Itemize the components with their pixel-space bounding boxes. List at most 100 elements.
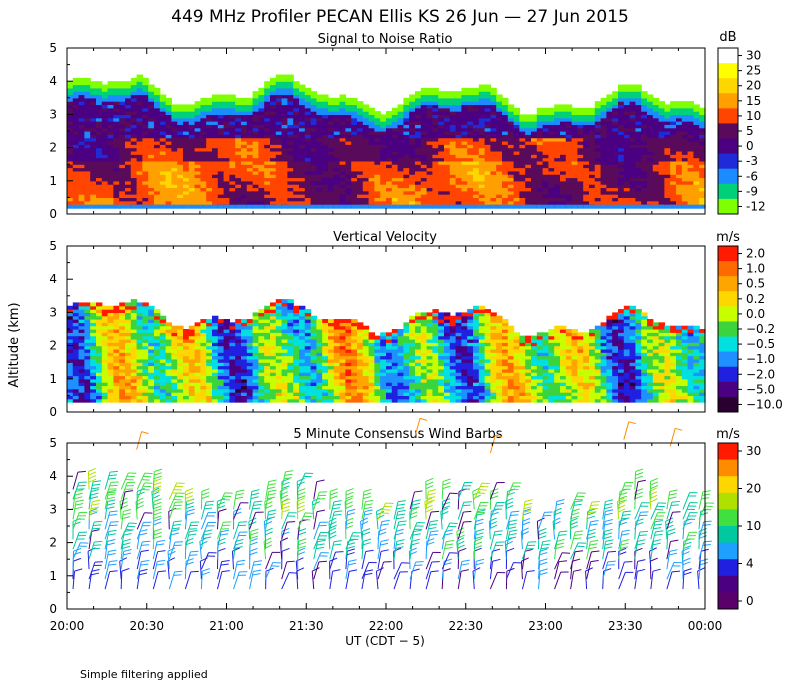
vv-cell: [217, 378, 225, 383]
snr-cell: [264, 197, 271, 202]
vv-cell: [154, 335, 161, 340]
snr-cell: [600, 180, 607, 185]
snr-cell: [420, 121, 428, 125]
snr-cell: [200, 140, 207, 145]
vv-cell: [264, 365, 271, 370]
snr-cell: [635, 107, 642, 112]
vv-cell: [154, 368, 161, 373]
snr-cell: [113, 184, 120, 189]
vv-cell: [67, 325, 74, 330]
vv-cell: [84, 305, 91, 310]
snr-cell: [507, 127, 515, 132]
snr-cell: [142, 137, 149, 142]
snr-cell: [612, 167, 619, 172]
snr-cell: [188, 204, 196, 209]
vv-cell: [78, 332, 85, 337]
snr-cell: [496, 184, 503, 189]
snr-cell: [652, 97, 660, 102]
snr-cell: [235, 197, 242, 202]
snr-cell: [386, 160, 393, 165]
snr-cell: [148, 204, 155, 209]
snr-cell: [299, 134, 306, 139]
snr-cell: [391, 134, 399, 139]
snr-cell: [287, 140, 294, 145]
snr-cell: [136, 174, 143, 179]
vv-cell: [281, 392, 288, 396]
snr-cell: [188, 177, 196, 182]
snr-cell: [629, 157, 636, 162]
vv-cell: [252, 395, 259, 400]
snr-cell: [293, 137, 300, 142]
vv-cell: [241, 365, 248, 370]
snr-cell: [664, 180, 671, 185]
vv-cell: [194, 398, 201, 403]
snr-cell: [635, 124, 642, 129]
snr-cell: [386, 170, 393, 175]
snr-cell: [246, 107, 254, 112]
vv-cell: [270, 332, 277, 337]
snr-cell: [641, 91, 648, 96]
snr-cell: [676, 174, 683, 179]
snr-cell: [635, 197, 642, 202]
snr-cell: [275, 77, 283, 82]
vv-cell: [275, 365, 283, 370]
snr-cell: [565, 147, 573, 152]
vv-cell: [264, 368, 271, 373]
vv-cell: [235, 358, 242, 363]
vv-cell: [270, 355, 277, 360]
vv-cell: [206, 329, 213, 333]
snr-cell: [647, 194, 654, 198]
snr-cell: [577, 180, 584, 185]
snr-cell: [119, 91, 126, 96]
vv-cell: [165, 358, 172, 363]
snr-cell: [693, 144, 700, 149]
vv-cell: [130, 388, 138, 393]
snr-cell: [264, 124, 271, 129]
snr-cell: [374, 137, 381, 142]
snr-cell: [299, 157, 306, 162]
snr-cell: [391, 127, 399, 132]
vv-cell: [229, 395, 236, 400]
snr-cell: [154, 150, 161, 155]
snr-cell: [67, 127, 74, 132]
vv-cell: [136, 315, 143, 320]
snr-cell: [629, 117, 636, 122]
snr-cell: [629, 87, 636, 92]
snr-cell: [113, 84, 120, 89]
snr-cell: [188, 160, 196, 165]
snr-cell: [647, 140, 654, 145]
snr-cell: [101, 104, 109, 109]
snr-cell: [217, 174, 225, 179]
snr-cell: [351, 187, 358, 192]
snr-cell: [415, 144, 422, 149]
snr-cell: [113, 104, 120, 109]
snr-cell: [148, 101, 155, 106]
snr-cell: [101, 87, 109, 92]
snr-cell: [444, 197, 451, 202]
snr-cell: [113, 131, 120, 135]
vv-cell: [142, 348, 149, 353]
snr-cell: [293, 154, 300, 159]
snr-cell: [368, 124, 375, 129]
vv-cell: [125, 362, 132, 367]
snr-cell: [612, 111, 619, 115]
snr-cell: [461, 150, 468, 155]
snr-cell: [380, 174, 387, 179]
snr-cell: [490, 131, 497, 135]
vv-cell: [96, 355, 103, 360]
snr-cell: [264, 177, 271, 182]
vv-cell: [246, 322, 254, 327]
snr-cell: [293, 101, 300, 106]
snr-cell: [322, 124, 329, 129]
vv-cell: [275, 362, 283, 367]
snr-cell: [299, 164, 306, 169]
snr-cell: [148, 124, 155, 129]
snr-cell: [629, 114, 636, 119]
snr-cell: [107, 190, 114, 195]
snr-cell: [589, 157, 596, 162]
snr-cell: [432, 137, 439, 142]
vv-cell: [212, 342, 219, 347]
vv-cell: [136, 348, 143, 353]
snr-cell: [687, 157, 694, 162]
vv-cell: [113, 365, 120, 370]
